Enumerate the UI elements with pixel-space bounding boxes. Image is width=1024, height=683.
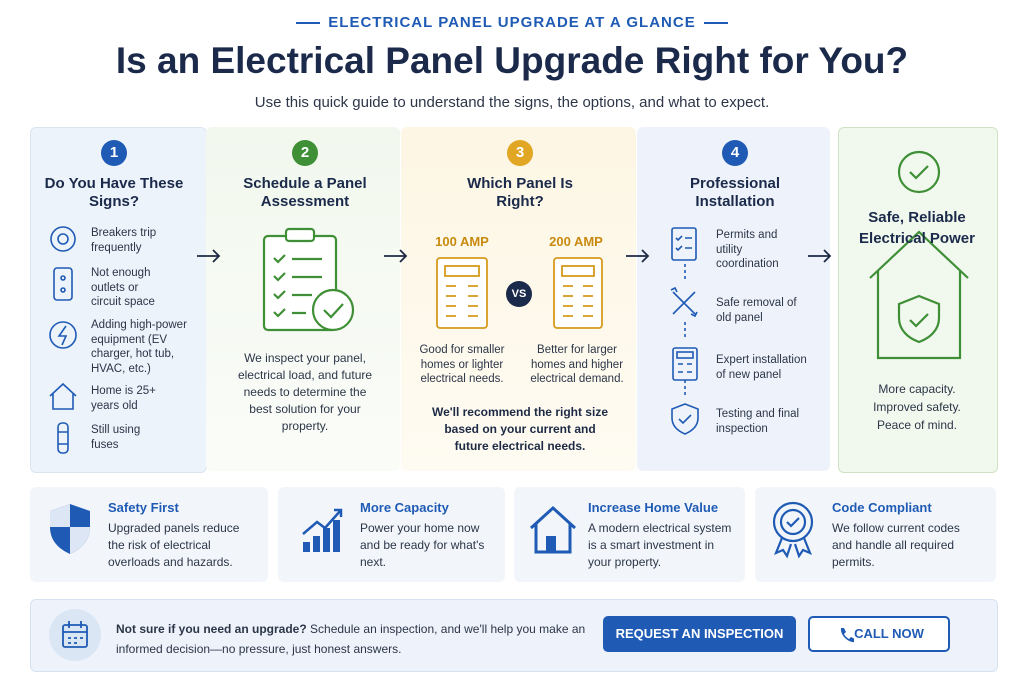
- sign-item: Home is 25+ years old: [91, 385, 156, 412]
- step-text: We inspect your panel, electrical load, …: [237, 351, 373, 433]
- install-item: Safe removal of old panel: [716, 297, 797, 324]
- benefit-title: More Capacity: [360, 500, 449, 515]
- request-button[interactable]: REQUEST AN INSPECTION: [603, 616, 796, 652]
- panel-icons: [436, 257, 603, 329]
- sign-icons: [49, 226, 77, 454]
- option-label: 100 AMP: [435, 234, 489, 249]
- benefit-title: Code Compliant: [832, 500, 932, 515]
- vs-badge: VS: [506, 281, 532, 307]
- sign-item: Not enough outlets or circuit space: [91, 267, 155, 308]
- step-number: 4: [722, 140, 748, 166]
- option-label: 200 AMP: [549, 234, 603, 249]
- benefit-text: Power your home now and be ready for wha…: [360, 521, 485, 569]
- option-text: Better for larger homes and higher elect…: [530, 344, 624, 385]
- result-panel: [838, 127, 998, 473]
- result-title: Safe, Reliable Electrical Power: [859, 209, 975, 247]
- result-line: Peace of mind.: [876, 418, 958, 432]
- clipboard-icon: [262, 227, 355, 332]
- call-label: CALL NOW: [854, 626, 924, 641]
- step-title: Do You Have These Signs?: [44, 175, 184, 210]
- step-title: Schedule a Panel Assessment: [243, 175, 367, 210]
- benefit-text: Upgraded panels reduce the risk of elect…: [108, 521, 240, 569]
- step-title: Professional Installation: [689, 175, 781, 210]
- eyebrow-text: ELECTRICAL PANEL UPGRADE AT A GLANCE: [328, 14, 696, 31]
- step-number: 1: [101, 140, 127, 166]
- phone-icon: [840, 628, 854, 642]
- benefit-text: We follow current codes and handle all r…: [832, 521, 960, 569]
- step-number: 2: [292, 140, 318, 166]
- install-icons: [670, 227, 699, 435]
- benefit-card: [278, 487, 505, 582]
- calendar-icon: [49, 609, 101, 661]
- benefit-title: Increase Home Value: [588, 500, 719, 515]
- eyebrow: ELECTRICAL PANEL UPGRADE AT A GLANCE: [0, 14, 1024, 31]
- benefit-title: Safety First: [108, 500, 179, 515]
- sign-item: Still using fuses: [91, 424, 141, 451]
- step-note: We'll recommend the right size based on …: [431, 405, 608, 453]
- subtitle: Use this quick guide to understand the s…: [254, 94, 770, 111]
- result-icons: [869, 150, 969, 360]
- install-item: Expert installation of new panel: [716, 354, 807, 381]
- step-number: 3: [507, 140, 533, 166]
- sign-item: Breakers trip frequently: [91, 227, 157, 254]
- sign-item: Adding high-power equipment (EV charger,…: [91, 319, 187, 375]
- result-lines: More capacity. Improved safety. Peace of m…: [850, 380, 984, 434]
- result-line: Improved safety.: [873, 400, 961, 414]
- call-button[interactable]: CALL NOW: [808, 616, 950, 652]
- benefit-card: [514, 487, 745, 582]
- install-item: Permits and utility coordination: [716, 229, 779, 270]
- cta-body: Schedule an inspection, and we'll help y…: [116, 622, 586, 656]
- step-title: Which Panel Is Right?: [467, 175, 573, 210]
- step-panel: [637, 127, 830, 471]
- benefit-icons: [50, 501, 814, 559]
- result-line: More capacity.: [878, 382, 956, 396]
- install-item: Testing and final inspection: [716, 408, 800, 435]
- arrows: [197, 249, 832, 263]
- cta-lead: Not sure if you need an upgrade?: [116, 622, 307, 636]
- cta-text: Not sure if you need an upgrade? Schedul…: [116, 619, 586, 659]
- title: Is an Electrical Panel Upgrade Right for…: [115, 40, 909, 81]
- option-text: Good for smaller homes or lighter electr…: [419, 344, 505, 385]
- benefit-text: A modern electrical system is a smart in…: [588, 521, 732, 569]
